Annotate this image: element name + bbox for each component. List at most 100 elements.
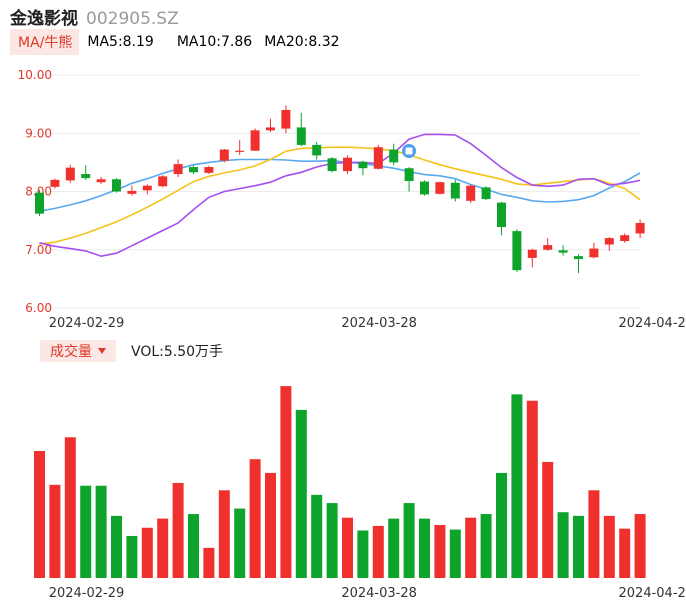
candle-body (296, 127, 306, 145)
candle (250, 128, 260, 151)
volume-bar (111, 515, 122, 578)
volume-bar (511, 394, 523, 578)
price-tick-label: 10.00 (18, 68, 52, 82)
event-marker-icon (402, 144, 416, 158)
ma20-line (39, 158, 641, 213)
volume-bar (357, 530, 369, 578)
volume-bar (403, 503, 415, 578)
candle-body (266, 127, 275, 131)
candle-body (50, 179, 60, 187)
candle (466, 184, 476, 204)
volume-bar (95, 485, 107, 578)
candle-body (204, 167, 214, 173)
volume-bar (542, 461, 554, 578)
candle-body (604, 238, 614, 245)
candle (266, 118, 275, 133)
candle (312, 141, 322, 160)
volume-bar (80, 485, 92, 578)
candle-body (142, 185, 152, 191)
volume-x-tick-label: 2024-03-28 (341, 586, 417, 601)
volume-bar (526, 400, 538, 578)
candle-body (358, 161, 368, 169)
candle (389, 143, 399, 166)
volume-bar (49, 484, 61, 578)
stock-code: 002905.SZ (86, 9, 179, 29)
volume-bar (249, 459, 261, 578)
candle-body (327, 158, 337, 172)
candle-body (512, 231, 522, 271)
candle (281, 105, 291, 134)
candle-body (312, 144, 322, 156)
volume-bar (141, 527, 153, 578)
candle (35, 189, 44, 216)
candle (435, 181, 445, 195)
candle (50, 178, 60, 189)
volume-bar (372, 525, 384, 578)
ma-legend-bar: MA/牛熊 MA5:8.19 MA10:7.86 MA20:8.32 (10, 29, 340, 55)
candle (142, 184, 152, 195)
marker-glyph (405, 147, 413, 155)
ma20-legend: MA20:8.32 (264, 34, 340, 50)
volume-bar (573, 515, 584, 578)
ma-lines (39, 133, 641, 258)
volume-bar (619, 528, 631, 578)
candle (358, 160, 368, 176)
candle (81, 165, 91, 180)
ma-indicator-tab[interactable]: MA/牛熊 (10, 29, 80, 55)
volume-bar (157, 518, 169, 578)
candle (404, 167, 414, 192)
price-y-axis: 10.00 9.00 8.00 7.00 6.00 (18, 68, 52, 315)
volume-tab-label: 成交量 (50, 344, 92, 360)
candle (296, 112, 306, 147)
ma5-line (39, 133, 641, 258)
volume-indicator-tab[interactable]: 成交量 (40, 340, 116, 362)
candle (620, 233, 630, 243)
volume-bar (234, 508, 246, 578)
volume-bar (203, 547, 215, 578)
candle (420, 180, 429, 196)
candle-body (527, 249, 537, 258)
candle-body (450, 182, 460, 199)
volume-bars (34, 386, 646, 578)
candle-body (281, 109, 291, 129)
candle-body (235, 150, 245, 152)
price-x-tick-label: 2024-02-29 (49, 316, 125, 331)
volume-bar (480, 514, 492, 578)
candle (373, 144, 383, 170)
volume-bar (496, 472, 507, 578)
volume-bar (64, 437, 76, 578)
volume-bar (311, 494, 323, 578)
ma10-line (39, 146, 641, 245)
candle (497, 201, 506, 236)
volume-bar (295, 409, 307, 578)
volume-bar (280, 386, 292, 578)
volume-bar (557, 512, 569, 578)
candle-body (466, 185, 476, 201)
candle (235, 140, 245, 155)
candle (604, 236, 614, 251)
candle (327, 157, 337, 173)
candle (527, 248, 537, 268)
candle (512, 229, 522, 272)
candle (450, 179, 460, 202)
candle-body (404, 168, 414, 182)
candle-body (389, 149, 399, 163)
volume-x-tick-label: 2024-04-26 (619, 586, 686, 601)
candle (204, 165, 214, 175)
candle-body (173, 164, 183, 175)
candle-body (158, 176, 168, 187)
price-x-tick-label: 2024-04-26 (619, 316, 686, 331)
candle-body (81, 174, 91, 179)
volume-bar (126, 535, 138, 578)
volume-bar (603, 515, 615, 578)
price-x-tick-label: 2024-03-28 (341, 316, 417, 331)
candle (219, 148, 229, 163)
candle (127, 185, 137, 196)
ma10-legend: MA10:7.86 (176, 34, 253, 50)
candle-body (35, 192, 44, 214)
price-tick-label: 9.00 (25, 126, 52, 140)
candlesticks (35, 105, 645, 274)
price-grid (32, 74, 640, 309)
candle-body (574, 256, 583, 260)
